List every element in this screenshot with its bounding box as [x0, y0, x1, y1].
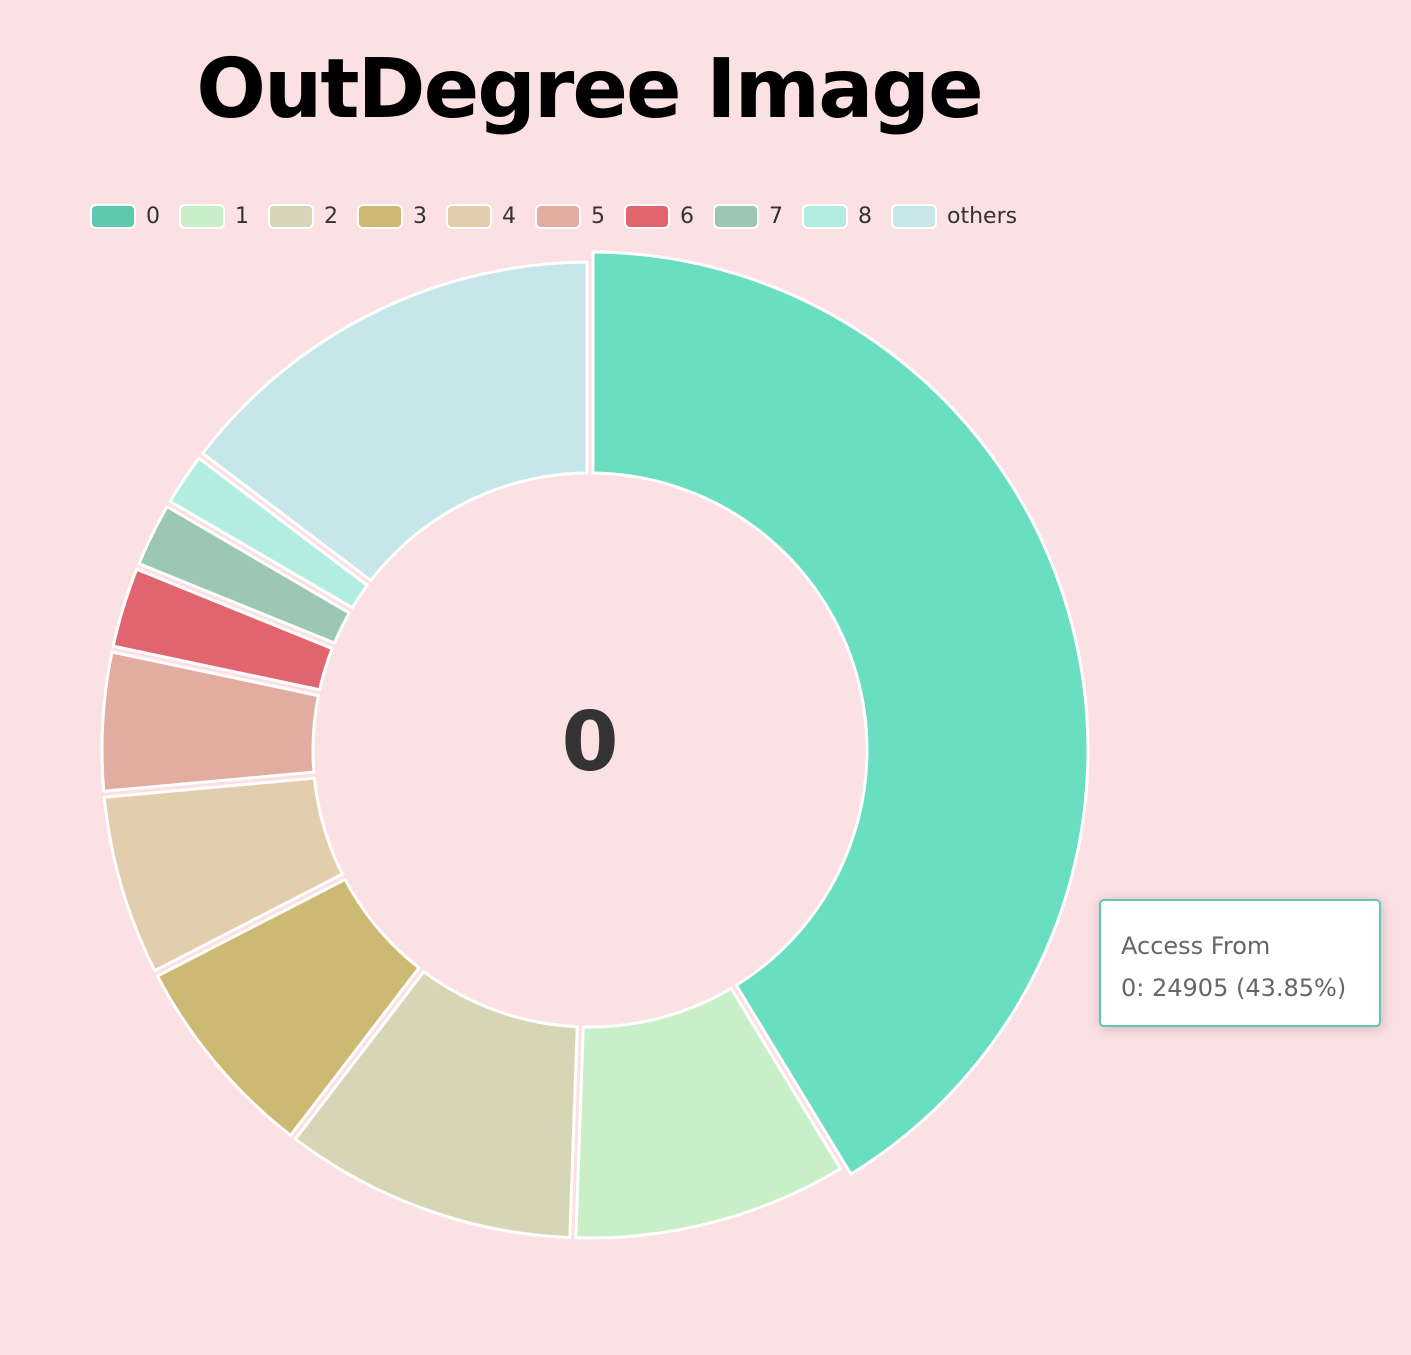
donut-slice-others[interactable]: [201, 260, 589, 583]
legend-item[interactable]: 6: [624, 203, 694, 229]
donut-slice-4[interactable]: [102, 776, 344, 973]
legend-label: 7: [769, 203, 783, 229]
legend-label: 1: [235, 203, 249, 229]
legend-label: 6: [680, 203, 694, 229]
tooltip-value: 0: 24905 (43.85%): [1121, 974, 1347, 1002]
tooltip-title: Access From: [1121, 932, 1271, 960]
legend-label: 8: [858, 203, 872, 229]
legend-item[interactable]: 5: [535, 203, 605, 229]
donut-slice-6[interactable]: [111, 567, 334, 692]
legend-swatch: [624, 203, 670, 229]
legend-swatch: [713, 203, 759, 229]
legend-item[interactable]: 0: [90, 203, 160, 229]
donut-slice-1[interactable]: [574, 986, 843, 1240]
donut-slice-2[interactable]: [293, 970, 579, 1240]
legend-item[interactable]: 7: [713, 203, 783, 229]
donut-slice-5[interactable]: [100, 650, 320, 793]
legend-label: others: [947, 203, 1018, 229]
legend-swatch: [179, 203, 225, 229]
donut-slice-0[interactable]: [591, 250, 1090, 1176]
legend-label: 2: [324, 203, 338, 229]
chart-legend: 0 1 2 3 4 5 6 7 8 others: [90, 201, 1036, 231]
donut-slice-3[interactable]: [156, 877, 421, 1137]
legend-label: 5: [591, 203, 605, 229]
legend-swatch: [535, 203, 581, 229]
legend-item[interactable]: 8: [802, 203, 872, 229]
legend-swatch: [802, 203, 848, 229]
legend-item[interactable]: 3: [357, 203, 427, 229]
donut-slice-8[interactable]: [168, 456, 369, 610]
center-label: 0: [561, 695, 619, 790]
legend-swatch: [357, 203, 403, 229]
legend-label: 3: [413, 203, 427, 229]
chart-title: OutDegree Image: [196, 42, 983, 137]
legend-swatch: [268, 203, 314, 229]
legend-swatch: [446, 203, 492, 229]
legend-swatch: [90, 203, 136, 229]
tooltip: Access From 0: 24905 (43.85%): [1099, 899, 1381, 1027]
legend-item[interactable]: 2: [268, 203, 338, 229]
legend-label: 0: [146, 203, 160, 229]
legend-item[interactable]: 1: [179, 203, 249, 229]
legend-label: 4: [502, 203, 516, 229]
legend-item[interactable]: others: [891, 203, 1018, 229]
legend-swatch: [891, 203, 937, 229]
donut-slice-7[interactable]: [137, 505, 351, 645]
legend-item[interactable]: 4: [446, 203, 516, 229]
